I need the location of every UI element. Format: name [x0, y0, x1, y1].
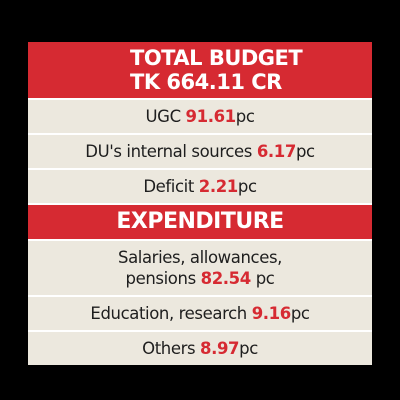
row: Salaries, allowances, pensions 82.54 pc	[28, 241, 372, 295]
row: DU's internal sources 6.17pc	[28, 135, 372, 168]
row: Others 8.97pc	[28, 332, 372, 365]
label: UGC	[145, 107, 182, 126]
expenditure-rows: Salaries, allowances, pensions 82.54 pc E…	[28, 241, 372, 365]
label: Education, research	[90, 304, 247, 323]
unit: pc	[239, 339, 258, 358]
label: Deficit	[143, 177, 194, 196]
row-text: Others 8.97pc	[142, 339, 258, 358]
infographic: TOTAL BUDGET TK 664.11 CR UGC 91.61pc DU'…	[28, 42, 372, 365]
label: Salaries, allowances, pensions	[118, 248, 282, 288]
expenditure-header: EXPENDITURE	[28, 205, 372, 239]
unit: pc	[295, 142, 315, 161]
row: Education, research 9.16pc	[28, 297, 372, 330]
title-line: TOTAL BUDGET	[130, 46, 303, 70]
row-text: UGC 91.61pc	[146, 107, 255, 126]
row-text: DU's internal sources 6.17pc	[85, 142, 315, 161]
unit: pc	[235, 107, 255, 126]
value: 9.16	[251, 304, 292, 323]
unit: pc	[290, 304, 310, 323]
value: 82.54	[200, 269, 252, 288]
unit: pc	[237, 177, 257, 196]
value: 8.97	[200, 339, 240, 358]
row-text: Salaries, allowances, pensions 82.54 pc	[100, 247, 300, 289]
title-line: TK 664.11 CR	[130, 70, 282, 94]
label: DU's internal sources	[85, 142, 252, 161]
budget-rows: UGC 91.61pc DU's internal sources 6.17pc D…	[28, 100, 372, 203]
value: 6.17	[256, 142, 297, 161]
value: 91.61	[185, 107, 237, 126]
row-text: Deficit 2.21pc	[143, 177, 257, 196]
unit: pc	[255, 269, 275, 288]
row: UGC 91.61pc	[28, 100, 372, 133]
label: Others	[142, 339, 196, 358]
row-text: Education, research 9.16pc	[90, 304, 310, 323]
row: Deficit 2.21pc	[28, 170, 372, 203]
budget-header: TOTAL BUDGET TK 664.11 CR	[28, 42, 372, 98]
value: 2.21	[198, 177, 239, 196]
